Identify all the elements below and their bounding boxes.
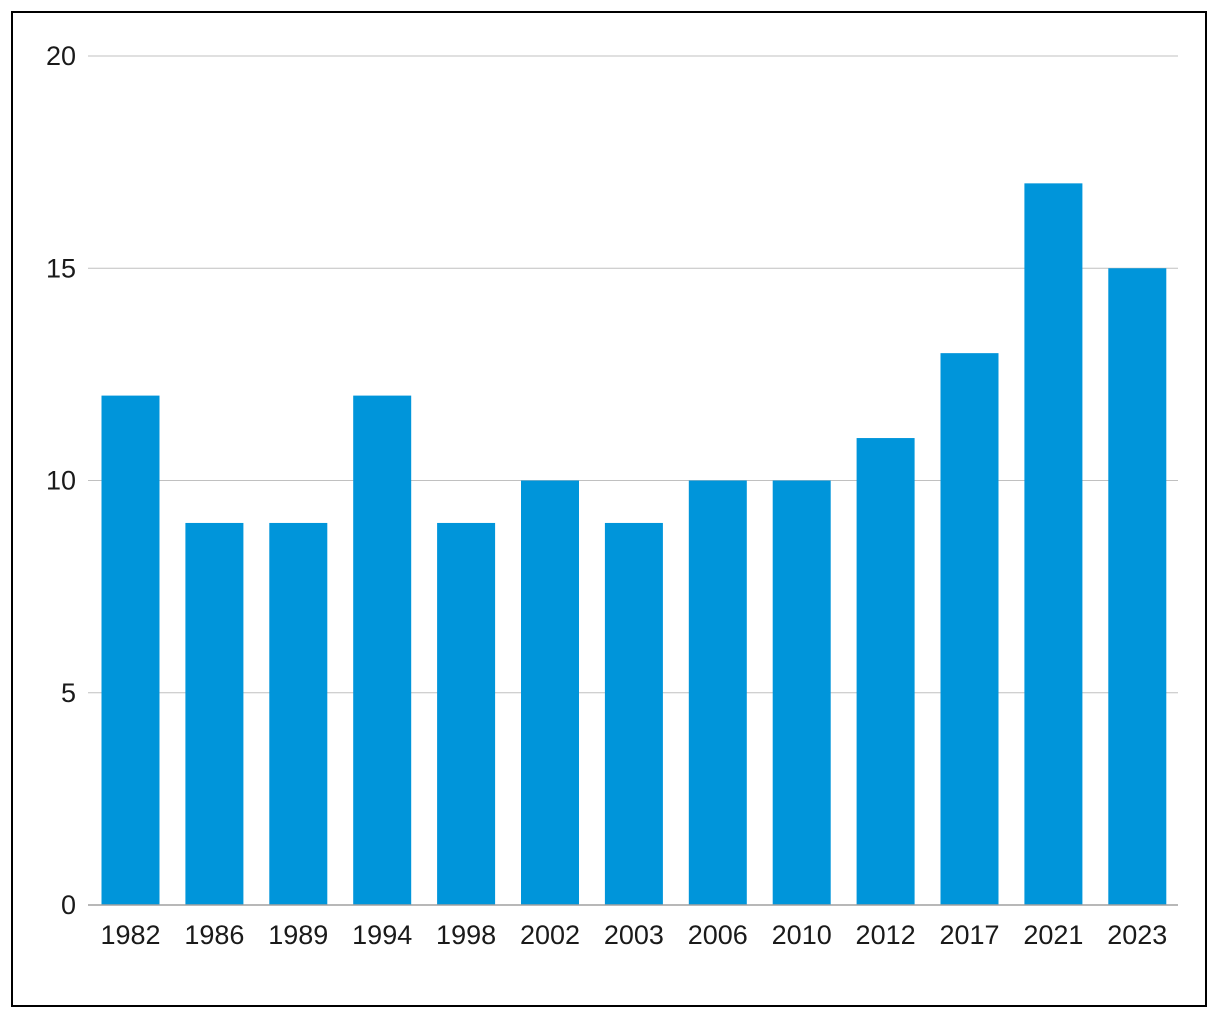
bar-2010 [772,480,831,905]
bar-2021 [1024,183,1083,906]
x-tick-label: 1986 [184,920,244,950]
x-tick-label: 1994 [352,920,412,950]
y-tick-label: 20 [46,41,76,71]
x-tick-label: 2017 [939,920,999,950]
x-tick-label: 1998 [436,920,496,950]
bar-1982 [101,395,160,905]
bar-1986 [185,522,244,905]
y-tick-label: 15 [46,253,76,283]
bar-1989 [269,522,328,905]
x-tick-label: 2002 [520,920,580,950]
bar-2002 [521,480,579,905]
bar-2023 [1108,268,1167,905]
x-tick-label: 1989 [268,920,328,950]
x-tick-label: 1982 [100,920,160,950]
bars [101,183,1167,906]
y-tick-label: 0 [61,890,76,920]
x-tick-label: 2021 [1023,920,1083,950]
bar-2003 [604,522,663,905]
x-tick-label: 2006 [688,920,748,950]
x-tick-label: 2023 [1107,920,1167,950]
bar-2006 [688,480,747,905]
x-axis-tick-labels: 1982 1986 1989 1994 1998 2002 2003 2006 2010 2012… [100,920,1167,950]
x-tick-label: 2003 [604,920,664,950]
bar-2012 [856,438,915,905]
y-tick-label: 10 [46,466,76,496]
bar-2017 [940,353,999,905]
bar-1998 [437,522,496,905]
y-axis-tick-labels: 0 5 10 15 20 [46,41,76,920]
x-tick-label: 2010 [772,920,832,950]
y-tick-label: 5 [61,678,76,708]
x-tick-label: 2012 [856,920,916,950]
bar-1994 [353,395,412,905]
